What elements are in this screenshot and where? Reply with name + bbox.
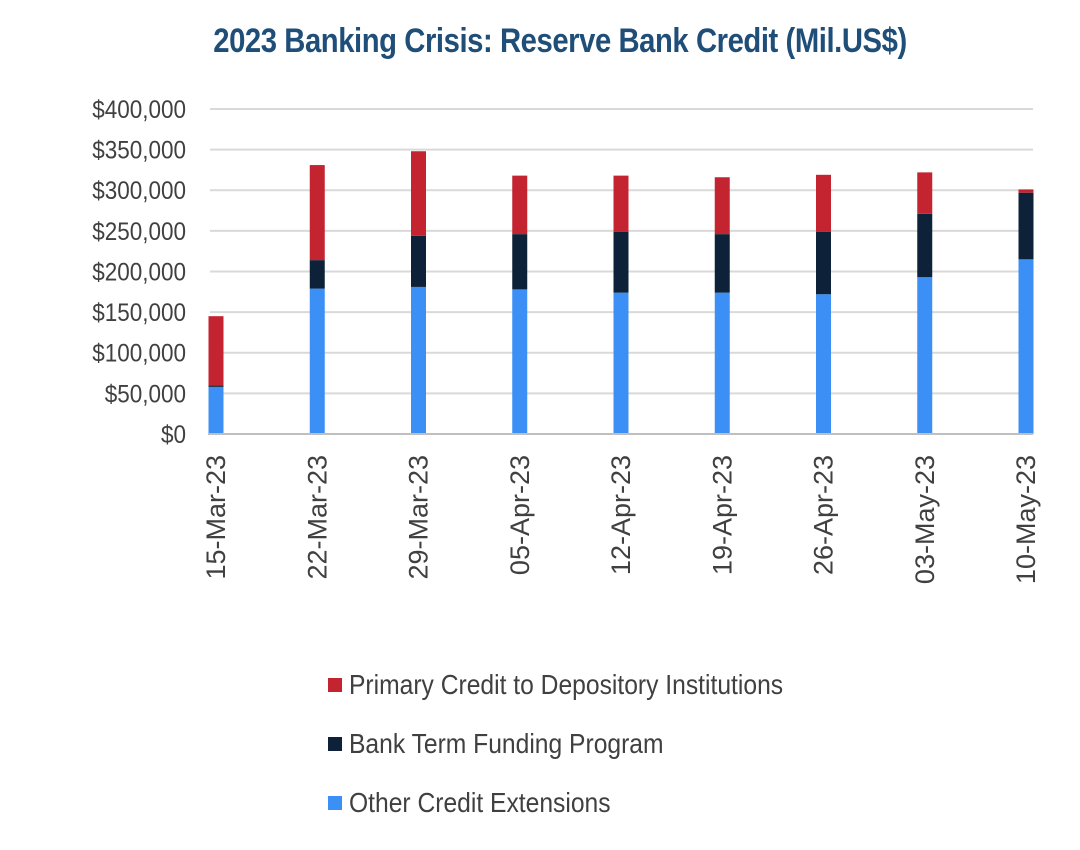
bar-bank-term-funding-program — [816, 231, 831, 295]
bar-bank-term-funding-program — [411, 235, 426, 287]
y-tick-label: $100,000 — [92, 340, 186, 368]
x-tick-label: 05-Apr-23 — [505, 455, 535, 575]
bar-other-credit-extensions — [613, 292, 629, 434]
x-tick-label: 22-Mar-23 — [302, 455, 332, 580]
bar-other-credit-extensions — [309, 288, 325, 434]
bar-other-credit-extensions — [1018, 259, 1034, 434]
bar-primary-credit-to-depository-institutions — [816, 174, 831, 232]
bar-other-credit-extensions — [411, 286, 426, 434]
bar-other-credit-extensions — [917, 277, 933, 434]
bar-bank-term-funding-program — [309, 260, 325, 289]
legend-label: Bank Term Funding Program — [349, 727, 664, 759]
chart-legend: Primary Credit to Depository Institution… — [328, 655, 842, 832]
x-tick-label: 10-May-23 — [1011, 455, 1041, 584]
x-tick-label: 15-Mar-23 — [201, 455, 231, 580]
y-tick-label: $50,000 — [105, 380, 186, 408]
bar-other-credit-extensions — [208, 386, 224, 434]
bar-primary-credit-to-depository-institutions — [512, 175, 528, 235]
y-tick-label: $400,000 — [92, 96, 186, 124]
chart-title: 2023 Banking Crisis: Reserve Bank Credit… — [213, 22, 907, 60]
x-tick-label: 12-Apr-23 — [606, 455, 636, 575]
y-tick-label: $0 — [161, 421, 186, 449]
bar-bank-term-funding-program — [613, 231, 629, 293]
x-tick-label: 26-Apr-23 — [809, 455, 839, 575]
bar-bank-term-funding-program — [714, 234, 730, 293]
bar-other-credit-extensions — [714, 292, 730, 434]
bar-bank-term-funding-program — [917, 213, 933, 278]
x-tick-label: 03-May-23 — [910, 455, 940, 584]
legend-label: Other Credit Extensions — [349, 786, 611, 818]
bar-bank-term-funding-program — [1018, 192, 1034, 260]
y-tick-label: $300,000 — [92, 177, 186, 205]
y-tick-label: $200,000 — [92, 258, 186, 286]
y-tick-label: $250,000 — [92, 218, 186, 246]
bar-primary-credit-to-depository-institutions — [309, 165, 325, 261]
bar-primary-credit-to-depository-institutions — [613, 175, 629, 232]
legend-item: Primary Credit to Depository Institution… — [328, 655, 842, 714]
bar-bank-term-funding-program — [208, 385, 224, 387]
bar-bank-term-funding-program — [512, 234, 528, 290]
x-tick-label: 19-Apr-23 — [707, 455, 737, 575]
legend-swatch — [328, 795, 342, 810]
bar-other-credit-extensions — [512, 289, 528, 434]
x-tick-label: 29-Mar-23 — [404, 455, 434, 580]
legend-swatch — [328, 677, 342, 692]
bar-primary-credit-to-depository-institutions — [208, 316, 224, 386]
legend-item: Bank Term Funding Program — [328, 714, 842, 773]
bar-primary-credit-to-depository-institutions — [917, 172, 933, 214]
legend-swatch — [328, 736, 342, 751]
bar-primary-credit-to-depository-institutions — [1018, 189, 1034, 193]
legend-label: Primary Credit to Depository Institution… — [349, 668, 784, 700]
y-tick-label: $350,000 — [92, 137, 186, 165]
bar-primary-credit-to-depository-institutions — [714, 177, 730, 235]
bar-primary-credit-to-depository-institutions — [411, 151, 426, 236]
legend-item: Other Credit Extensions — [328, 773, 842, 832]
y-tick-label: $150,000 — [92, 299, 186, 327]
bar-other-credit-extensions — [816, 294, 831, 434]
